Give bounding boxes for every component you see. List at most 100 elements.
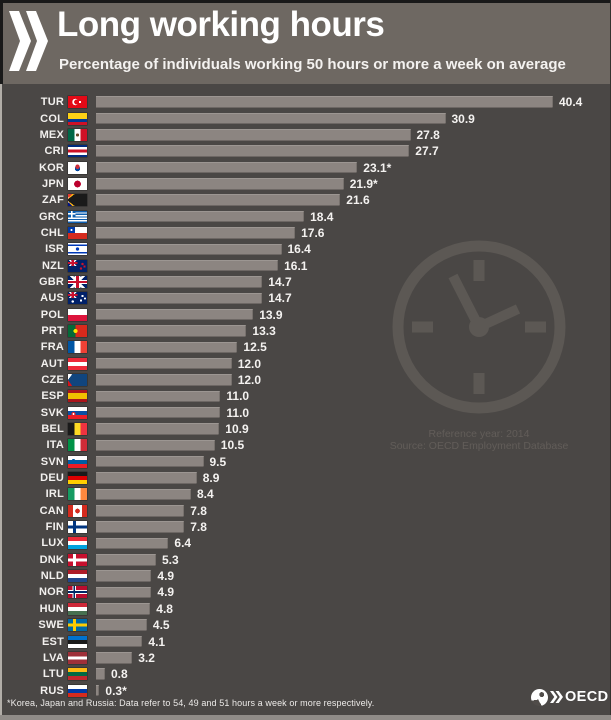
frame-bottom-strip [0,715,611,720]
chart-row-ltu: LTU 0.8 [0,666,611,682]
country-code: CZE [41,374,64,387]
value-label: 12.0 [237,373,262,388]
bar [96,210,305,223]
value-label: 4.8 [156,601,173,616]
lux-flag-icon [68,537,87,550]
isr-flag-icon [68,243,87,256]
country-code: HUN [39,602,64,615]
value-label: 21.6 [346,193,370,208]
country-code: MEX [39,128,64,141]
esp-flag-icon [68,390,87,403]
value-label: 16.1 [284,258,308,273]
bar [96,603,151,615]
value-label: 17.6 [301,225,325,240]
chart-row-hun: HUN 4.8 [0,601,611,617]
value-label: 18.4 [310,209,334,224]
chart-row-isr: ISR 16.4 [0,241,611,257]
frame-left-light-edge [0,84,2,715]
chart-row-fin: FIN 7.8 [0,519,611,535]
chart-row-col: COL 30.9 [0,110,611,126]
oecd-logo-text: OECD [565,689,609,705]
aut-flag-icon [68,357,87,370]
swe-flag-icon [68,619,87,632]
value-label: 40.4 [559,95,583,110]
value-label: 11.0 [226,389,250,404]
country-code: ZAF [42,194,64,207]
chart-row-cze: CZE 12.0 [0,372,611,388]
country-code: EST [42,635,64,648]
bar [96,292,263,305]
bar [96,668,105,680]
chart-row-zaf: ZAF 21.6 [0,192,611,208]
frame-left-dark-edge [0,0,3,84]
chart-row-swe: SWE 4.5 [0,617,611,633]
country-code: ISR [45,243,64,256]
chart-row-dnk: DNK 5.3 [0,552,611,568]
value-label: 14.7 [268,274,292,289]
value-label: 10.5 [220,438,245,453]
chart-row-chl: CHL 17.6 [0,225,611,241]
chart-row-deu: DEU 8.9 [0,470,611,486]
chart-row-nor: NOR 4.9 [0,584,611,600]
value-label: 13.9 [259,307,283,322]
chart-row-can: CAN 7.8 [0,503,611,519]
country-code: COL [40,112,64,125]
country-code: SVN [40,455,64,468]
chart-row-est: EST 4.1 [0,633,611,649]
chart-row-kor: KOR 23.1* [0,159,611,175]
chart-row-aus: AUS 14.7 [0,290,611,306]
country-code: TUR [40,96,64,109]
bar [96,684,100,697]
country-code: SVK [40,406,64,419]
lva-flag-icon [68,651,87,664]
value-label: 12.5 [243,340,267,355]
chart-row-lux: LUX 6.4 [0,535,611,551]
kor-flag-icon [68,161,87,174]
bar [96,635,143,648]
country-code: FIN [45,521,64,534]
bar-chart: TUR 40.4 COL 30.9 MEX 27.8 CRI 27.7 KOR 23.1* JPN 2… [0,94,611,699]
cri-flag-icon [68,145,87,158]
chart-row-mex: MEX 27.8 [0,127,611,143]
value-label: 4.9 [157,569,175,584]
est-flag-icon [68,635,87,648]
ita-flag-icon [68,439,87,452]
col-flag-icon [68,112,87,125]
bar [96,406,221,419]
mex-flag-icon [68,128,87,141]
chart-row-tur: TUR 40.4 [0,94,611,110]
value-label: 8.4 [197,487,214,502]
nor-flag-icon [68,586,87,599]
bar [96,227,296,239]
pol-flag-icon [68,308,87,321]
chart-row-lva: LVA 3.2 [0,650,611,666]
bar [96,455,204,468]
jpn-flag-icon [68,177,87,190]
country-code: ESP [41,390,64,403]
bar [96,390,221,403]
rus-flag-icon [68,684,87,697]
value-label: 4.5 [152,618,170,633]
dnk-flag-icon [68,553,87,566]
value-label: 4.1 [148,634,166,649]
chart-row-prt: PRT 13.3 [0,323,611,339]
source-note: Reference year: 2014 Source: OECD Employ… [368,428,590,452]
chart-row-cri: CRI 27.7 [0,143,611,159]
chart-row-esp: ESP 11.0 [0,388,611,404]
country-code: CRI [44,145,64,158]
value-label: 6.4 [174,536,192,551]
bar [96,505,185,517]
chl-flag-icon [68,226,87,239]
chart-row-svn: SVN 9.5 [0,454,611,470]
value-label: 13.3 [252,323,276,338]
country-code: NZL [42,259,64,272]
oecd-logo-chevrons-icon [550,691,563,703]
aus-flag-icon [68,292,87,305]
deu-flag-icon [68,472,87,485]
country-code: AUT [40,357,64,370]
bar [96,178,344,190]
frame-top-edge [0,0,611,3]
value-label: 0.3* [105,683,127,698]
bel-flag-icon [68,423,87,436]
country-code: POL [40,308,64,321]
